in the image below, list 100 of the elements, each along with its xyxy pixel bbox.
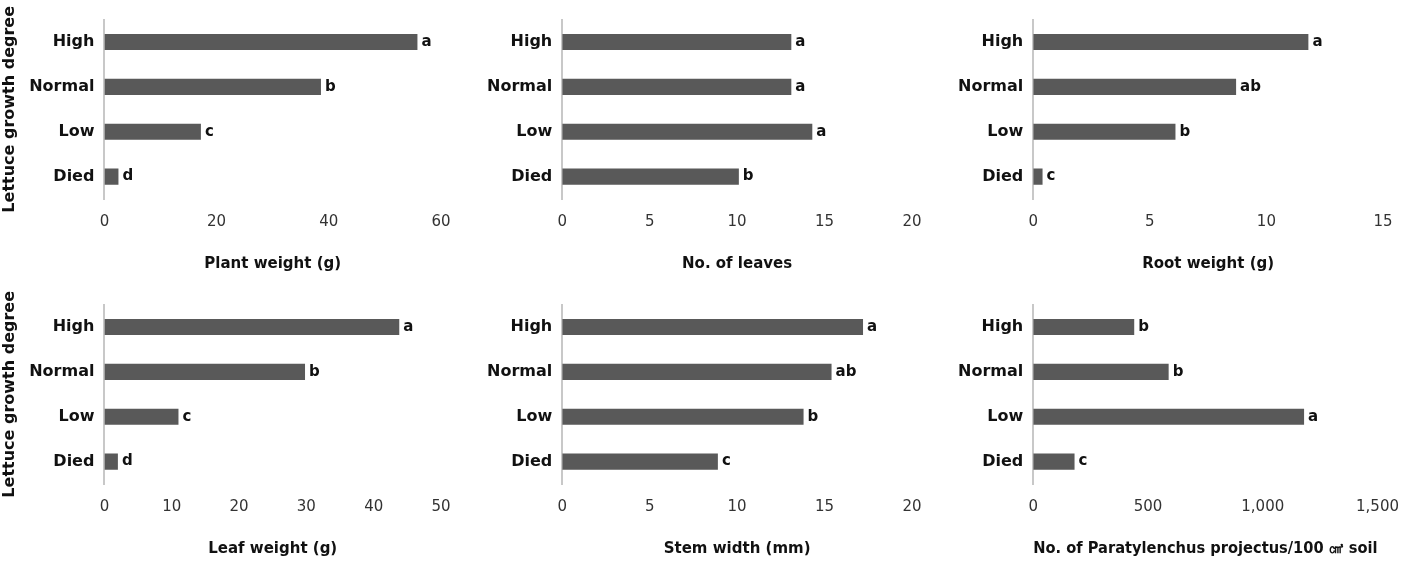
bar bbox=[562, 408, 804, 425]
x-tick-label: 1,000 bbox=[1241, 496, 1285, 515]
data-label: a bbox=[421, 31, 432, 50]
y-axis-title: Lettuce growth degree bbox=[0, 290, 18, 498]
x-axis-title: Plant weight (g) bbox=[204, 253, 342, 272]
data-label: a bbox=[1312, 31, 1323, 50]
bar bbox=[1033, 408, 1305, 425]
x-tick-label: 30 bbox=[296, 496, 316, 515]
bar bbox=[104, 453, 118, 470]
data-label: c bbox=[721, 451, 731, 470]
y-tick-label: High bbox=[981, 31, 1024, 51]
bar bbox=[104, 78, 321, 95]
y-tick-label: Normal bbox=[486, 76, 553, 96]
data-label: c bbox=[182, 406, 192, 425]
bar bbox=[1033, 123, 1176, 140]
y-tick-label: Normal bbox=[957, 361, 1024, 381]
y-axis-title: Lettuce growth degree bbox=[0, 5, 18, 213]
x-tick-label: 50 bbox=[431, 496, 451, 515]
bar bbox=[104, 363, 306, 380]
y-tick-label: Low bbox=[58, 405, 95, 425]
y-tick-label: Low bbox=[987, 120, 1024, 140]
x-tick-label: 40 bbox=[364, 496, 384, 515]
data-label: d bbox=[122, 166, 134, 185]
bar bbox=[562, 123, 813, 140]
x-tick-label: 20 bbox=[902, 211, 922, 230]
x-tick-label: 1,500 bbox=[1356, 496, 1400, 515]
x-tick-label: 0 bbox=[99, 496, 110, 515]
x-tick-label: 0 bbox=[557, 496, 567, 515]
y-tick-label: High bbox=[52, 31, 95, 51]
data-label: a bbox=[403, 316, 414, 335]
data-label: b bbox=[324, 76, 336, 95]
data-label: d bbox=[121, 451, 133, 470]
data-label: b bbox=[1138, 316, 1150, 335]
x-tick-label: 500 bbox=[1133, 496, 1163, 515]
bar bbox=[562, 168, 739, 185]
x-tick-label: 10 bbox=[727, 496, 747, 515]
x-tick-label: 0 bbox=[557, 211, 567, 230]
y-tick-label: Normal bbox=[957, 76, 1024, 96]
y-tick-label: Died bbox=[511, 165, 553, 185]
y-tick-label: Low bbox=[516, 405, 553, 425]
bar bbox=[104, 408, 179, 425]
y-tick-label: Died bbox=[511, 450, 553, 470]
data-label: a bbox=[795, 31, 806, 50]
y-tick-label: Low bbox=[58, 120, 95, 140]
data-label: a bbox=[816, 121, 827, 140]
data-label: c bbox=[1046, 166, 1056, 185]
x-tick-label: 15 bbox=[815, 496, 835, 515]
x-axis-title: Stem width (mm) bbox=[663, 538, 811, 557]
y-tick-label: High bbox=[52, 316, 95, 336]
x-axis-title: No. of leaves bbox=[682, 253, 793, 272]
x-tick-label: 60 bbox=[431, 211, 451, 230]
x-tick-label: 40 bbox=[319, 211, 339, 230]
y-tick-label: Normal bbox=[29, 76, 95, 96]
bar bbox=[104, 168, 119, 185]
bar bbox=[1033, 363, 1169, 380]
x-tick-label: 10 bbox=[727, 211, 747, 230]
x-tick-label: 20 bbox=[207, 211, 227, 230]
data-label: b bbox=[807, 406, 819, 425]
bar bbox=[562, 78, 792, 95]
data-label: a bbox=[795, 76, 806, 95]
bar bbox=[104, 33, 418, 51]
x-tick-label: 5 bbox=[644, 211, 655, 230]
y-tick-label: Normal bbox=[29, 361, 95, 381]
y-tick-label: Low bbox=[987, 405, 1024, 425]
bar bbox=[562, 33, 792, 51]
bar bbox=[1033, 318, 1135, 336]
x-tick-label: 0 bbox=[1028, 496, 1038, 515]
data-label: b bbox=[309, 361, 321, 380]
data-label: c bbox=[1078, 451, 1088, 470]
x-tick-label: 0 bbox=[1028, 211, 1038, 230]
x-tick-label: 5 bbox=[1145, 211, 1155, 230]
bar bbox=[1033, 33, 1309, 51]
x-tick-label: 10 bbox=[162, 496, 182, 515]
bar bbox=[562, 318, 864, 336]
bar bbox=[562, 363, 832, 380]
x-tick-label: 10 bbox=[1256, 211, 1276, 230]
data-label: b bbox=[1172, 361, 1184, 380]
data-label: ab bbox=[1240, 76, 1262, 95]
bar bbox=[104, 318, 400, 336]
bar bbox=[104, 123, 201, 140]
x-tick-label: 20 bbox=[229, 496, 249, 515]
bar bbox=[1033, 168, 1043, 185]
data-label: a bbox=[1308, 406, 1319, 425]
data-label: b bbox=[742, 166, 754, 185]
bar bbox=[1033, 453, 1075, 470]
data-label: a bbox=[867, 316, 878, 335]
y-tick-label: Normal bbox=[486, 361, 553, 381]
x-tick-label: 15 bbox=[815, 211, 835, 230]
y-tick-label: Low bbox=[516, 120, 553, 140]
x-tick-label: 20 bbox=[902, 496, 922, 515]
y-tick-label: Died bbox=[53, 165, 95, 185]
data-label: c bbox=[204, 121, 214, 140]
data-label: b bbox=[1179, 121, 1191, 140]
x-axis-title: Root weight (g) bbox=[1142, 253, 1275, 272]
x-tick-label: 5 bbox=[644, 496, 655, 515]
y-tick-label: High bbox=[510, 31, 553, 51]
bar bbox=[562, 453, 718, 470]
y-tick-label: High bbox=[510, 316, 553, 336]
bar bbox=[1033, 78, 1237, 95]
y-tick-label: Died bbox=[982, 450, 1024, 470]
